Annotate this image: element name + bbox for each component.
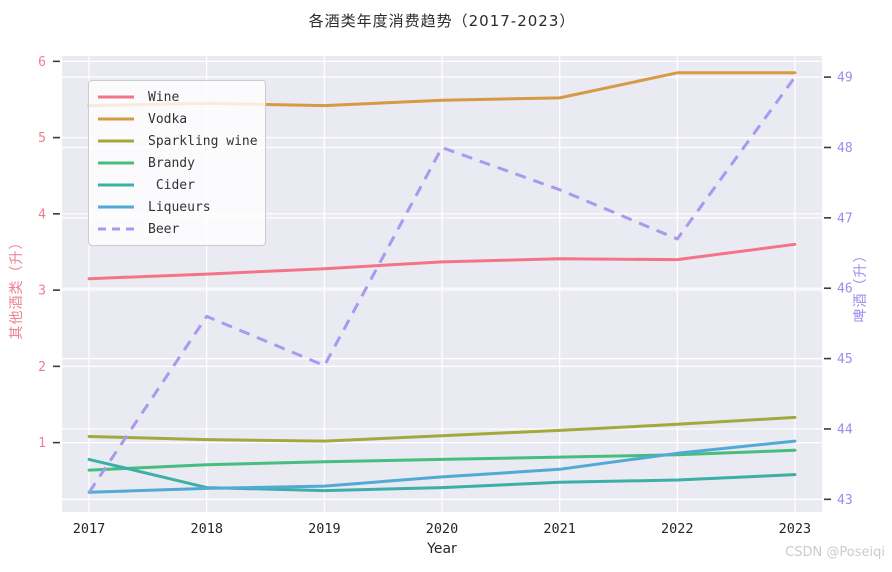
series-line-sparkling-wine — [87, 415, 797, 443]
legend-label: Wine — [148, 89, 180, 105]
legend-line-swatch — [98, 183, 134, 187]
legend-label: Vodka — [148, 111, 188, 127]
left-tick-label: 1 — [38, 436, 46, 451]
x-tick-label: 2017 — [73, 521, 106, 537]
left-axis-label: 其他酒类（升） — [9, 234, 25, 340]
legend-label: Beer — [148, 221, 180, 237]
left-tick-label: 4 — [38, 207, 46, 222]
right-tick-label: 43 — [837, 493, 853, 508]
chart-title: 各酒类年度消费趋势（2017-2023） — [308, 12, 576, 30]
right-tick-label: 47 — [837, 211, 853, 226]
x-tick-label: 2023 — [779, 521, 812, 537]
x-axis-label: Year — [427, 541, 457, 557]
legend-label: Sparkling wine — [148, 133, 258, 149]
x-tick-label: 2021 — [543, 521, 576, 537]
right-tick-label: 45 — [837, 352, 853, 367]
legend-label: Brandy — [148, 155, 195, 171]
legend-item-cider: Cider — [97, 174, 257, 196]
right-axis-label: 啤酒（升） — [853, 247, 869, 323]
legend-line-swatch — [98, 139, 134, 143]
x-tick-label: 2020 — [426, 521, 459, 537]
x-tick-label: 2018 — [190, 521, 223, 537]
right-tick-label: 46 — [837, 282, 853, 297]
legend: Wine Vodka Sparkling wine Brandy Cider Lique… — [88, 80, 266, 246]
left-tick-label: 2 — [38, 360, 46, 375]
x-tick-label: 2019 — [308, 521, 341, 537]
left-tick-label: 5 — [38, 131, 46, 146]
legend-item-vodka: Vodka — [97, 108, 257, 130]
series-line-wine — [87, 242, 797, 281]
legend-label: Cider — [148, 177, 195, 193]
watermark: CSDN @Poseiqi — [785, 545, 885, 560]
left-tick-label: 6 — [38, 55, 46, 70]
legend-item-sparkling-wine: Sparkling wine — [97, 130, 258, 152]
legend-line-swatch — [98, 205, 134, 209]
series-line-liqueurs — [87, 439, 797, 494]
legend-line-swatch — [98, 161, 134, 165]
right-tick-label: 44 — [837, 422, 853, 437]
legend-item-brandy: Brandy — [97, 152, 257, 174]
legend-item-beer: Beer — [97, 218, 257, 240]
legend-line-swatch — [98, 95, 134, 99]
legend-label: Liqueurs — [148, 199, 211, 215]
right-tick-label: 48 — [837, 141, 853, 156]
right-tick-label: 49 — [837, 71, 853, 86]
legend-item-wine: Wine — [97, 86, 257, 108]
x-tick-label: 2022 — [661, 521, 694, 537]
series-line-beer — [87, 76, 797, 494]
legend-line-swatch — [98, 117, 134, 121]
legend-line-swatch — [98, 227, 134, 231]
legend-item-liqueurs: Liqueurs — [97, 196, 257, 218]
left-tick-label: 3 — [38, 284, 46, 299]
